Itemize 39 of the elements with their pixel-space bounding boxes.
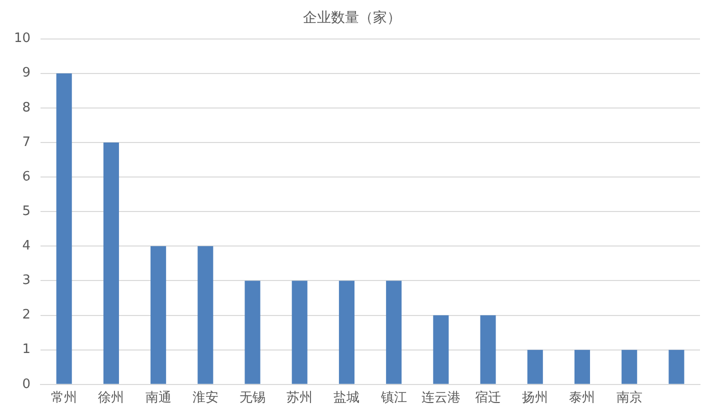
bar <box>56 73 72 384</box>
x-tick-label: 宿迁 <box>475 390 502 406</box>
y-tick-label: 5 <box>22 204 31 219</box>
y-tick-label: 3 <box>22 273 31 288</box>
x-tick-label: 扬州 <box>522 390 548 406</box>
chart-title: 企业数量（家） <box>303 10 401 26</box>
bar <box>527 350 543 384</box>
bar <box>198 246 214 384</box>
y-tick-label: 2 <box>22 308 31 323</box>
bar <box>338 280 354 384</box>
y-tick-label: 10 <box>14 31 31 46</box>
x-tick-label: 连云港 <box>421 390 460 406</box>
bar <box>386 280 402 384</box>
x-tick-label: 淮安 <box>192 390 218 406</box>
x-tick-label: 泰州 <box>569 390 596 406</box>
bar <box>150 246 166 384</box>
bar <box>103 142 119 384</box>
bar <box>622 350 638 384</box>
bar <box>480 315 496 384</box>
x-tick-label: 镇江 <box>380 390 407 406</box>
x-tick-label: 常州 <box>51 390 78 406</box>
x-tick-label: 盐城 <box>334 390 360 406</box>
x-tick-label: 南通 <box>145 390 172 406</box>
x-tick-label: 徐州 <box>98 390 124 406</box>
y-tick-label: 7 <box>22 134 31 150</box>
x-tick-label: 南京 <box>616 390 642 406</box>
bar <box>433 315 449 384</box>
y-tick-label: 4 <box>22 238 31 254</box>
bar <box>574 350 590 384</box>
y-tick-label: 9 <box>22 66 31 81</box>
y-tick-label: 8 <box>22 100 31 116</box>
y-tick-label: 1 <box>22 342 31 358</box>
x-tick-label: 苏州 <box>286 390 313 406</box>
bar <box>292 280 308 384</box>
y-tick-label: 0 <box>22 376 31 392</box>
y-tick-label: 6 <box>22 169 31 184</box>
x-tick-label: 无锡 <box>240 390 266 406</box>
bar <box>668 350 684 384</box>
bar <box>244 280 260 384</box>
